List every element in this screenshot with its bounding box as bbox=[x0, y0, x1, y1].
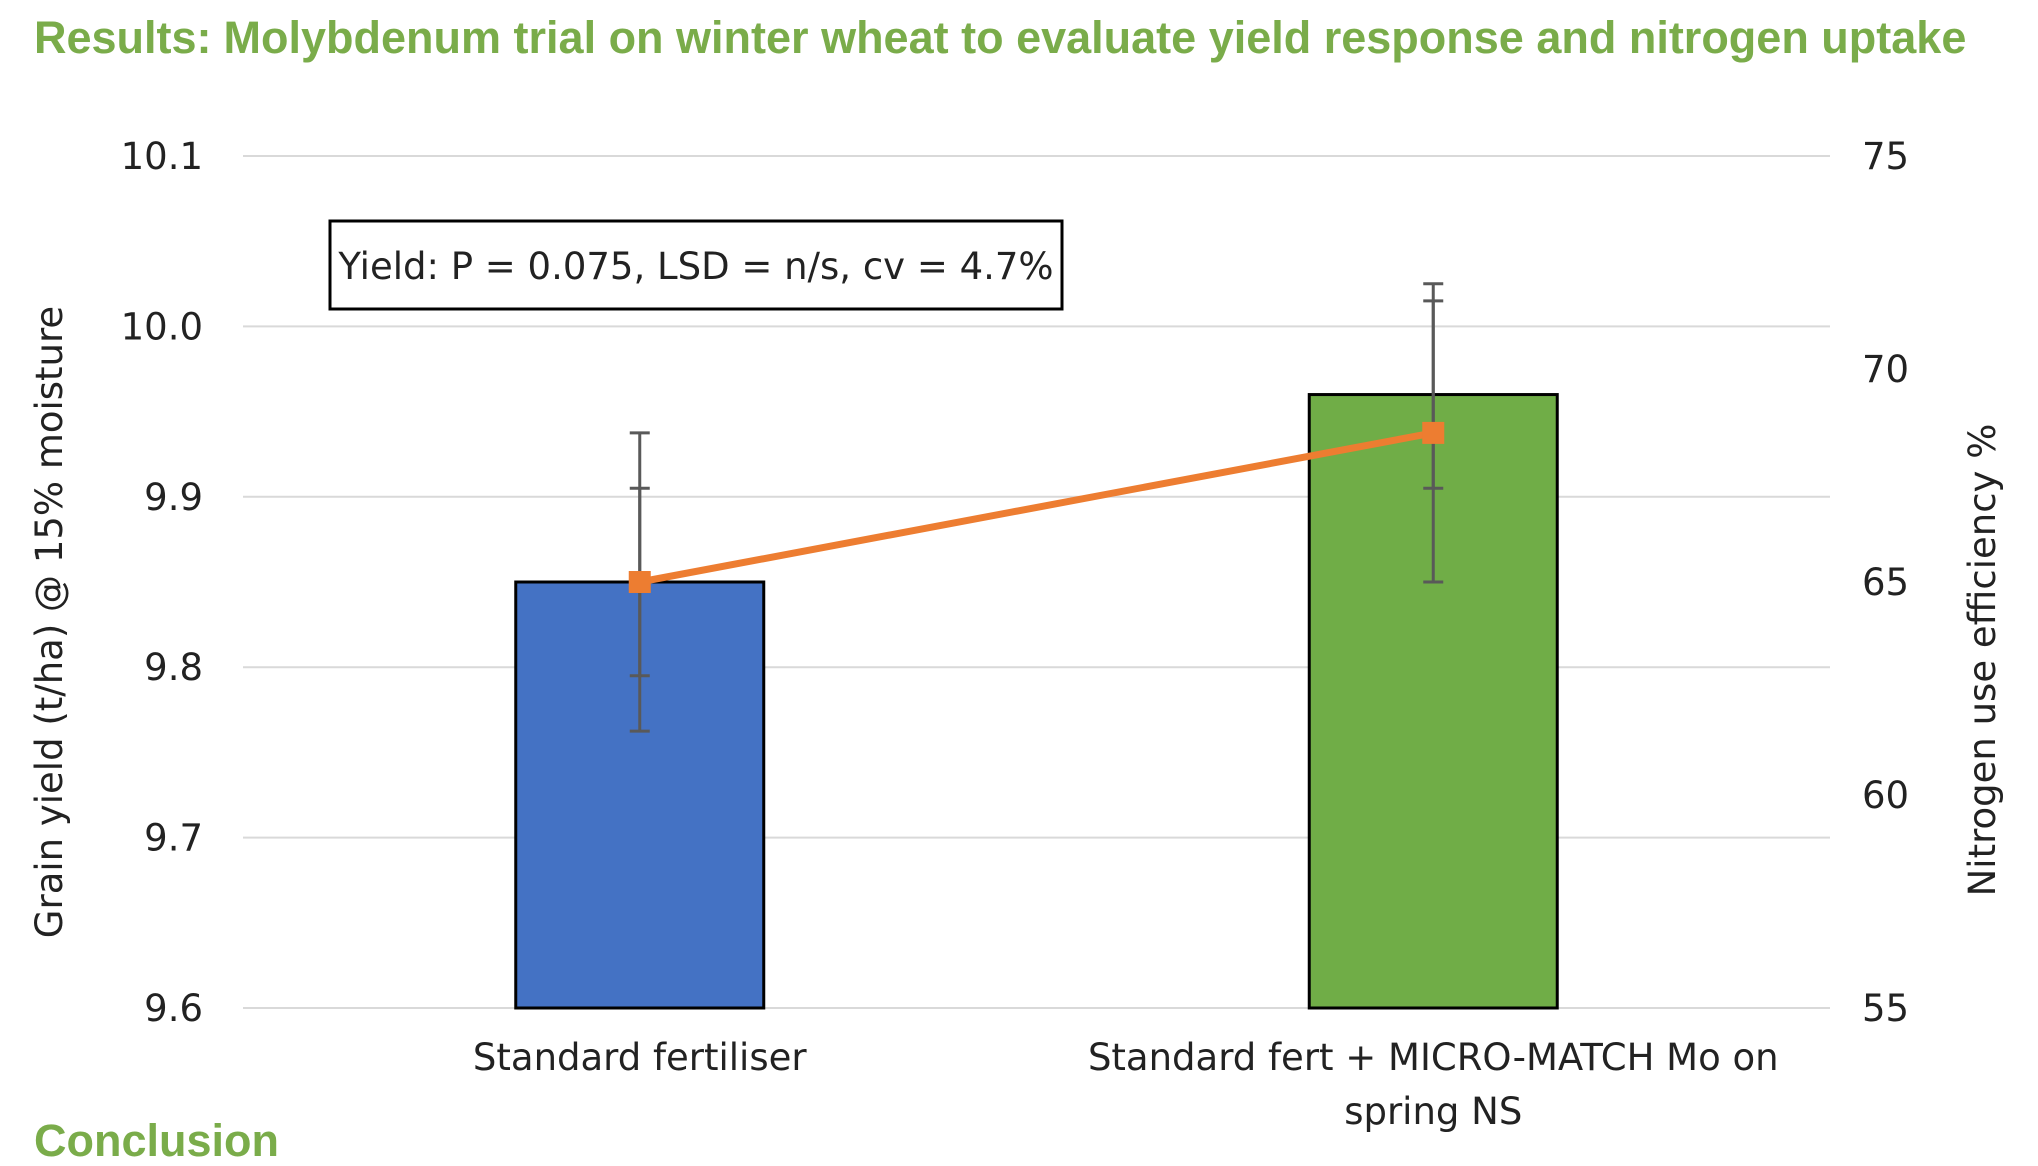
slide-title: Results: Molybdenum trial on winter wheat… bbox=[34, 12, 1966, 64]
title-lead: Results: bbox=[34, 12, 212, 63]
stats-annotation: Yield: P = 0.075, LSD = n/s, cv = 4.7% bbox=[328, 219, 1064, 311]
y-tick-label-left: 9.8 bbox=[144, 646, 203, 689]
y-tick-label-left: 10.1 bbox=[121, 135, 203, 178]
gridlines bbox=[243, 155, 1830, 1009]
y-tick-label-right: 55 bbox=[1862, 987, 1909, 1030]
title-text: Molybdenum trial on winter wheat to eval… bbox=[223, 12, 1967, 63]
left-axis-ticks: 9.6 9.7 9.8 9.9 10.0 10.1 bbox=[121, 135, 203, 1030]
category-label-2: Standard fert + MICRO-MATCH Mo on bbox=[1088, 1036, 1779, 1079]
section-heading-partial: Conclusion bbox=[34, 1115, 279, 1166]
y-tick-label-right: 60 bbox=[1862, 774, 1909, 817]
y-tick-label-left: 9.7 bbox=[144, 817, 203, 860]
y-tick-label-right: 70 bbox=[1862, 348, 1909, 391]
nue-line-path bbox=[636, 429, 1437, 586]
y-tick-label-left: 9.6 bbox=[144, 987, 203, 1030]
y-axis-title-right: Nitrogen use efficiency % bbox=[1961, 424, 2004, 897]
y-tick-label-right: 65 bbox=[1862, 561, 1909, 604]
y-axis-title-left: Grain yield (t/ha) @ 15% moisture bbox=[28, 306, 71, 938]
yield-bars bbox=[514, 393, 1559, 1010]
right-axis-ticks: 55 60 65 70 75 bbox=[1862, 135, 1909, 1030]
category-labels: Standard fertiliser Standard fert + MICRO… bbox=[473, 1036, 1779, 1133]
yield-nue-chart: 9.6 9.7 9.8 9.9 10.0 10.1 55 60 65 70 75 Standard… bbox=[28, 135, 2004, 1133]
category-label-1: Standard fertiliser bbox=[473, 1036, 807, 1079]
nue-line bbox=[628, 421, 1445, 593]
nue-marker-1 bbox=[628, 571, 651, 593]
category-label-2: spring NS bbox=[1344, 1090, 1522, 1133]
y-tick-label-left: 9.9 bbox=[144, 476, 203, 519]
y-tick-label-left: 10.0 bbox=[121, 305, 203, 348]
nue-marker-2 bbox=[1422, 421, 1445, 444]
annotation-box bbox=[328, 219, 1064, 311]
annotation-text: Yield: P = 0.075, LSD = n/s, cv = 4.7% bbox=[337, 245, 1053, 288]
y-tick-label-right: 75 bbox=[1862, 135, 1909, 178]
